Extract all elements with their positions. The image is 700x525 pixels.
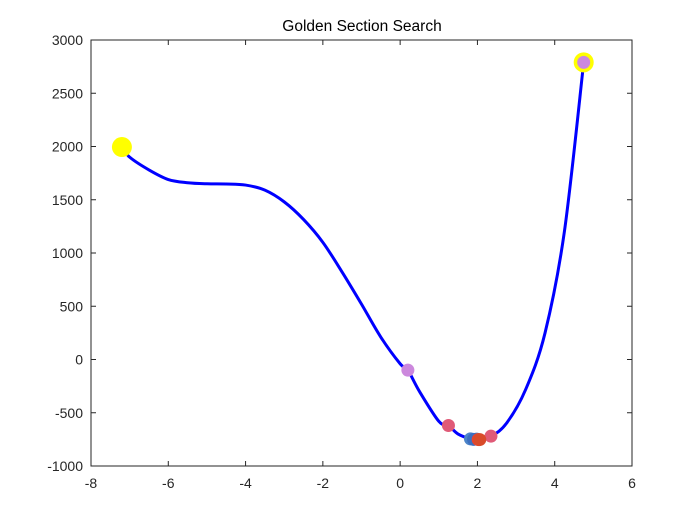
x-tick-label: 6 bbox=[628, 475, 636, 491]
x-tick-label: 2 bbox=[474, 475, 482, 491]
chart-title: Golden Section Search bbox=[282, 18, 441, 35]
x-tick-layer: -8 -6 -4 -2 0 2 4 6 bbox=[85, 40, 636, 491]
y-tick-label: 2000 bbox=[52, 139, 83, 155]
bracket-endpoint-marker bbox=[111, 137, 132, 158]
x-tick-label: -6 bbox=[162, 475, 175, 491]
y-tick-label: 0 bbox=[75, 352, 83, 368]
x-tick-label: 0 bbox=[396, 475, 404, 491]
marker-layer bbox=[111, 52, 594, 447]
plot-background bbox=[91, 40, 632, 466]
search-point-marker bbox=[473, 433, 487, 447]
y-tick-label: 1500 bbox=[52, 192, 83, 208]
x-tick-label: -8 bbox=[85, 475, 98, 491]
x-tick-label: -2 bbox=[317, 475, 330, 491]
y-tick-label: 2500 bbox=[52, 85, 83, 101]
function-curve bbox=[120, 60, 586, 442]
search-point-marker bbox=[441, 419, 455, 433]
x-tick-label: 4 bbox=[551, 475, 559, 491]
search-point-marker bbox=[401, 363, 415, 377]
y-tick-layer: 3000 2500 2000 1500 1000 500 0 -500 -1000 bbox=[47, 32, 632, 474]
y-tick-label: 3000 bbox=[52, 32, 83, 48]
y-tick-label: 1000 bbox=[52, 245, 83, 261]
y-tick-label: -500 bbox=[55, 405, 83, 421]
search-point-marker bbox=[577, 55, 591, 69]
y-tick-label: -1000 bbox=[47, 458, 83, 474]
y-tick-label: 500 bbox=[60, 298, 84, 314]
x-tick-label: -4 bbox=[239, 475, 252, 491]
search-point-marker bbox=[484, 429, 498, 443]
curve-layer bbox=[120, 60, 586, 442]
